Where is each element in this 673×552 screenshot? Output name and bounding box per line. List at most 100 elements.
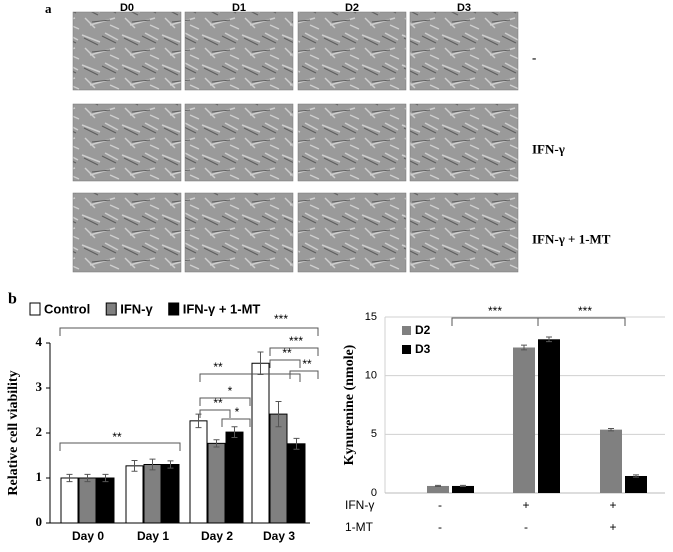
bar xyxy=(125,465,144,524)
bar xyxy=(161,464,180,524)
column-label: D1 xyxy=(232,2,246,14)
y-tick-label: 0 xyxy=(36,514,43,529)
treatment-level: - xyxy=(524,520,528,534)
bar xyxy=(143,464,162,524)
bar xyxy=(189,420,208,524)
significance: ** xyxy=(302,357,312,371)
y-tick-label: 1 xyxy=(36,469,43,484)
x-tick-label: Day 3 xyxy=(263,529,295,543)
y-tick-label: 5 xyxy=(371,428,377,440)
significance: *** xyxy=(488,304,502,318)
micrograph xyxy=(297,11,407,91)
row-label: IFN-γ xyxy=(532,141,565,156)
significance: ** xyxy=(282,346,292,360)
x-tick-label: Day 2 xyxy=(201,529,233,543)
error-bar xyxy=(131,459,138,472)
micrograph xyxy=(297,192,407,273)
treatment-level: - xyxy=(438,520,442,534)
micrograph xyxy=(184,192,294,273)
legend-swatch xyxy=(168,302,180,316)
error-bar xyxy=(275,401,282,428)
row-label: - xyxy=(532,50,536,65)
treatment-level: + xyxy=(522,498,529,512)
significance-bracket xyxy=(59,327,319,336)
significance-bracket xyxy=(59,442,181,451)
significance-bracket xyxy=(221,418,251,427)
micrograph xyxy=(184,11,294,91)
error-bar xyxy=(66,473,73,483)
significance-bracket xyxy=(199,373,301,382)
panel-label: b xyxy=(8,291,17,308)
significance-bracket xyxy=(269,359,301,368)
micrograph xyxy=(409,192,519,273)
legend-swatch xyxy=(402,326,411,335)
treatment-level: + xyxy=(609,498,616,512)
bar xyxy=(513,347,535,493)
y-axis-label: Kynurenine (nmole) xyxy=(342,344,357,465)
significance: *** xyxy=(289,334,303,348)
micrograph xyxy=(409,11,519,91)
x-tick-label: Day 0 xyxy=(72,529,104,543)
error-bar xyxy=(435,484,441,488)
treatment-label: 1-MT xyxy=(345,520,374,534)
legend-label: IFN-γ xyxy=(120,301,153,316)
legend-label: IFN-γ + 1-MT xyxy=(183,301,261,316)
significance: *** xyxy=(274,312,288,326)
legend-label: Control xyxy=(44,301,90,316)
micrograph xyxy=(72,11,182,91)
y-tick-label: 10 xyxy=(365,370,377,382)
error-bar xyxy=(102,473,109,483)
significance: ** xyxy=(112,430,122,444)
significance: * xyxy=(228,384,233,398)
significance-bracket xyxy=(199,397,251,406)
significance-bracket xyxy=(269,347,319,356)
legend-swatch xyxy=(402,345,411,354)
column-label: D0 xyxy=(120,2,134,14)
bar xyxy=(600,429,622,493)
bar xyxy=(287,443,306,524)
significance: * xyxy=(235,405,240,419)
y-tick-label: 0 xyxy=(371,487,377,499)
legend-label: D3 xyxy=(415,342,431,356)
bar xyxy=(207,442,226,524)
error-bar xyxy=(608,427,614,432)
bar xyxy=(96,477,115,524)
column-label: D2 xyxy=(345,2,359,14)
bar xyxy=(427,485,449,493)
error-bar xyxy=(293,437,300,450)
micrograph xyxy=(409,103,519,182)
error-bar xyxy=(231,426,238,438)
significance-bracket xyxy=(289,370,319,379)
bar xyxy=(251,362,270,524)
panel-label: a xyxy=(45,1,52,16)
x-tick-label: Day 1 xyxy=(137,529,169,543)
significance: ** xyxy=(213,360,223,374)
bar xyxy=(538,339,560,493)
bar xyxy=(452,485,474,493)
bar xyxy=(78,477,97,524)
treatment-label: IFN-γ xyxy=(345,498,374,512)
error-bar xyxy=(213,439,220,448)
treatment-level: + xyxy=(609,520,616,534)
error-bar xyxy=(633,474,639,478)
error-bar xyxy=(546,336,552,343)
y-tick-label: 3 xyxy=(36,379,43,394)
micrograph xyxy=(297,103,407,182)
legend-swatch xyxy=(105,302,117,316)
legend-label: D2 xyxy=(415,323,431,337)
y-axis-label: Relative cell viability xyxy=(6,370,21,495)
significance-bracket xyxy=(451,317,539,326)
error-bar xyxy=(521,344,527,351)
y-tick-label: 2 xyxy=(36,424,43,439)
bar xyxy=(60,477,79,524)
row-label: IFN-γ + 1-MT xyxy=(532,231,611,246)
error-bar xyxy=(167,460,174,469)
error-bar xyxy=(460,484,466,488)
micrograph xyxy=(184,103,294,182)
significance: *** xyxy=(578,304,592,318)
error-bar xyxy=(84,473,91,483)
micrograph xyxy=(72,192,182,273)
bar xyxy=(225,431,244,524)
error-bar xyxy=(149,458,156,471)
